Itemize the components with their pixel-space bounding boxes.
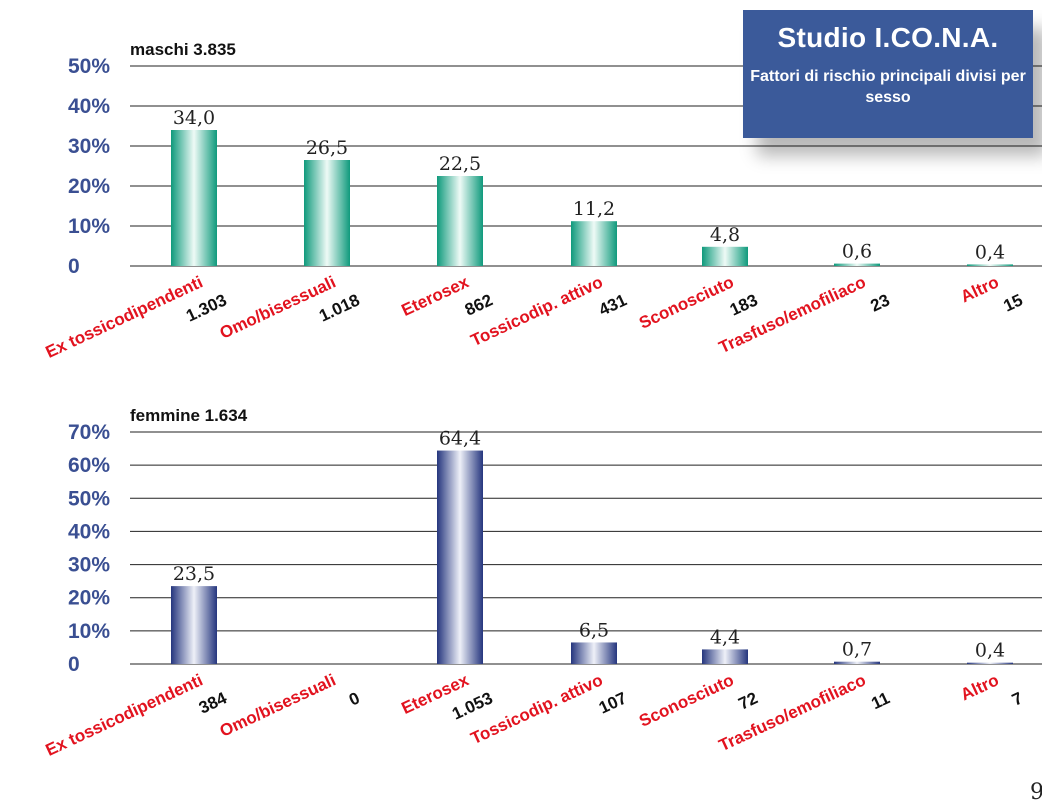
female-y-tick-label: 70% — [68, 421, 110, 444]
male-chart-title: maschi 3.835 — [130, 40, 236, 59]
male-count-label: 23 — [868, 290, 893, 315]
male-bar — [834, 263, 880, 266]
title-box: Studio I.CO.N.A. Fattori di rischio prin… — [743, 10, 1033, 138]
female-count-label: 384 — [196, 688, 230, 717]
female-bar — [437, 450, 483, 664]
female-bar — [967, 662, 1013, 664]
male-bar — [437, 176, 483, 266]
male-data-label: 0,6 — [842, 241, 872, 263]
page-number: 9 — [1030, 780, 1042, 805]
female-data-label: 4,4 — [710, 626, 740, 648]
male-category-label: Tossicodip. attivo — [468, 272, 606, 350]
male-data-label: 4,8 — [710, 224, 740, 246]
female-chart-title: femmine 1.634 — [130, 406, 248, 425]
study-subtitle: Fattori di rischio principali divisi per… — [750, 68, 1026, 106]
male-count-label: 183 — [727, 290, 761, 319]
female-y-tick-label: 30% — [68, 554, 110, 577]
female-y-tick-label: 40% — [68, 520, 110, 543]
female-data-label: 6,5 — [579, 619, 609, 641]
female-bar — [171, 586, 217, 664]
female-data-label: 64,4 — [439, 428, 481, 450]
female-count-label: 72 — [736, 688, 761, 713]
female-chart-panel: femmine 1.634 0 10% 20% 30% 40% 50% 60% 70% 23,5 6… — [43, 406, 1042, 760]
male-data-label: 22,5 — [439, 153, 481, 175]
female-category-label: Trasfuso/emofiliaco — [716, 670, 869, 755]
male-y-tick-label: 50% — [68, 55, 110, 78]
female-y-tick-label: 0 — [68, 653, 80, 676]
male-category-label: Altro — [958, 272, 1002, 306]
female-category-label: Tossicodip. attivo — [468, 670, 606, 748]
male-y-tick-label: 40% — [68, 95, 110, 118]
female-y-tick-label: 20% — [68, 587, 110, 610]
female-count-label: 7 — [1009, 688, 1026, 709]
male-y-tick-label: 0 — [68, 255, 80, 278]
male-category-label: Sconosciuto — [636, 272, 736, 332]
male-count-label: 431 — [596, 290, 630, 319]
male-data-label: 0,4 — [975, 241, 1005, 263]
female-y-tick-label: 10% — [68, 620, 110, 643]
female-data-label: 0,7 — [842, 639, 872, 661]
male-data-label: 26,5 — [306, 137, 348, 159]
female-bar — [834, 661, 880, 664]
male-count-label: 15 — [1001, 290, 1026, 315]
female-y-tick-label: 60% — [68, 454, 110, 477]
male-data-label: 11,2 — [573, 198, 615, 220]
male-y-tick-label: 30% — [68, 135, 110, 158]
female-count-label: 0 — [346, 688, 363, 709]
male-category-label: Eterosex — [399, 272, 473, 320]
female-bar — [702, 649, 748, 664]
male-bar — [702, 246, 748, 266]
male-bar — [304, 160, 350, 266]
male-data-label: 34,0 — [173, 107, 215, 129]
female-count-label: 11 — [868, 688, 892, 713]
male-category-label: Ex tossicodipendenti — [43, 272, 206, 361]
male-y-tick-label: 20% — [68, 175, 110, 198]
male-bar — [967, 264, 1013, 266]
female-data-label: 0,4 — [975, 640, 1005, 662]
female-category-label: Omo/bisessuali — [217, 670, 339, 740]
female-count-label: 107 — [596, 688, 630, 717]
female-y-tick-label: 50% — [68, 487, 110, 510]
female-category-label: Sconosciuto — [636, 670, 736, 730]
male-bar — [171, 130, 217, 266]
male-count-label: 862 — [462, 290, 496, 319]
study-title: Studio I.CO.N.A. — [777, 22, 999, 53]
male-bar — [571, 221, 617, 266]
male-y-tick-label: 10% — [68, 215, 110, 238]
female-bar — [571, 642, 617, 664]
female-data-label: 23,5 — [173, 563, 215, 585]
female-category-label: Ex tossicodipendenti — [43, 670, 206, 759]
female-category-label: Altro — [958, 670, 1002, 704]
